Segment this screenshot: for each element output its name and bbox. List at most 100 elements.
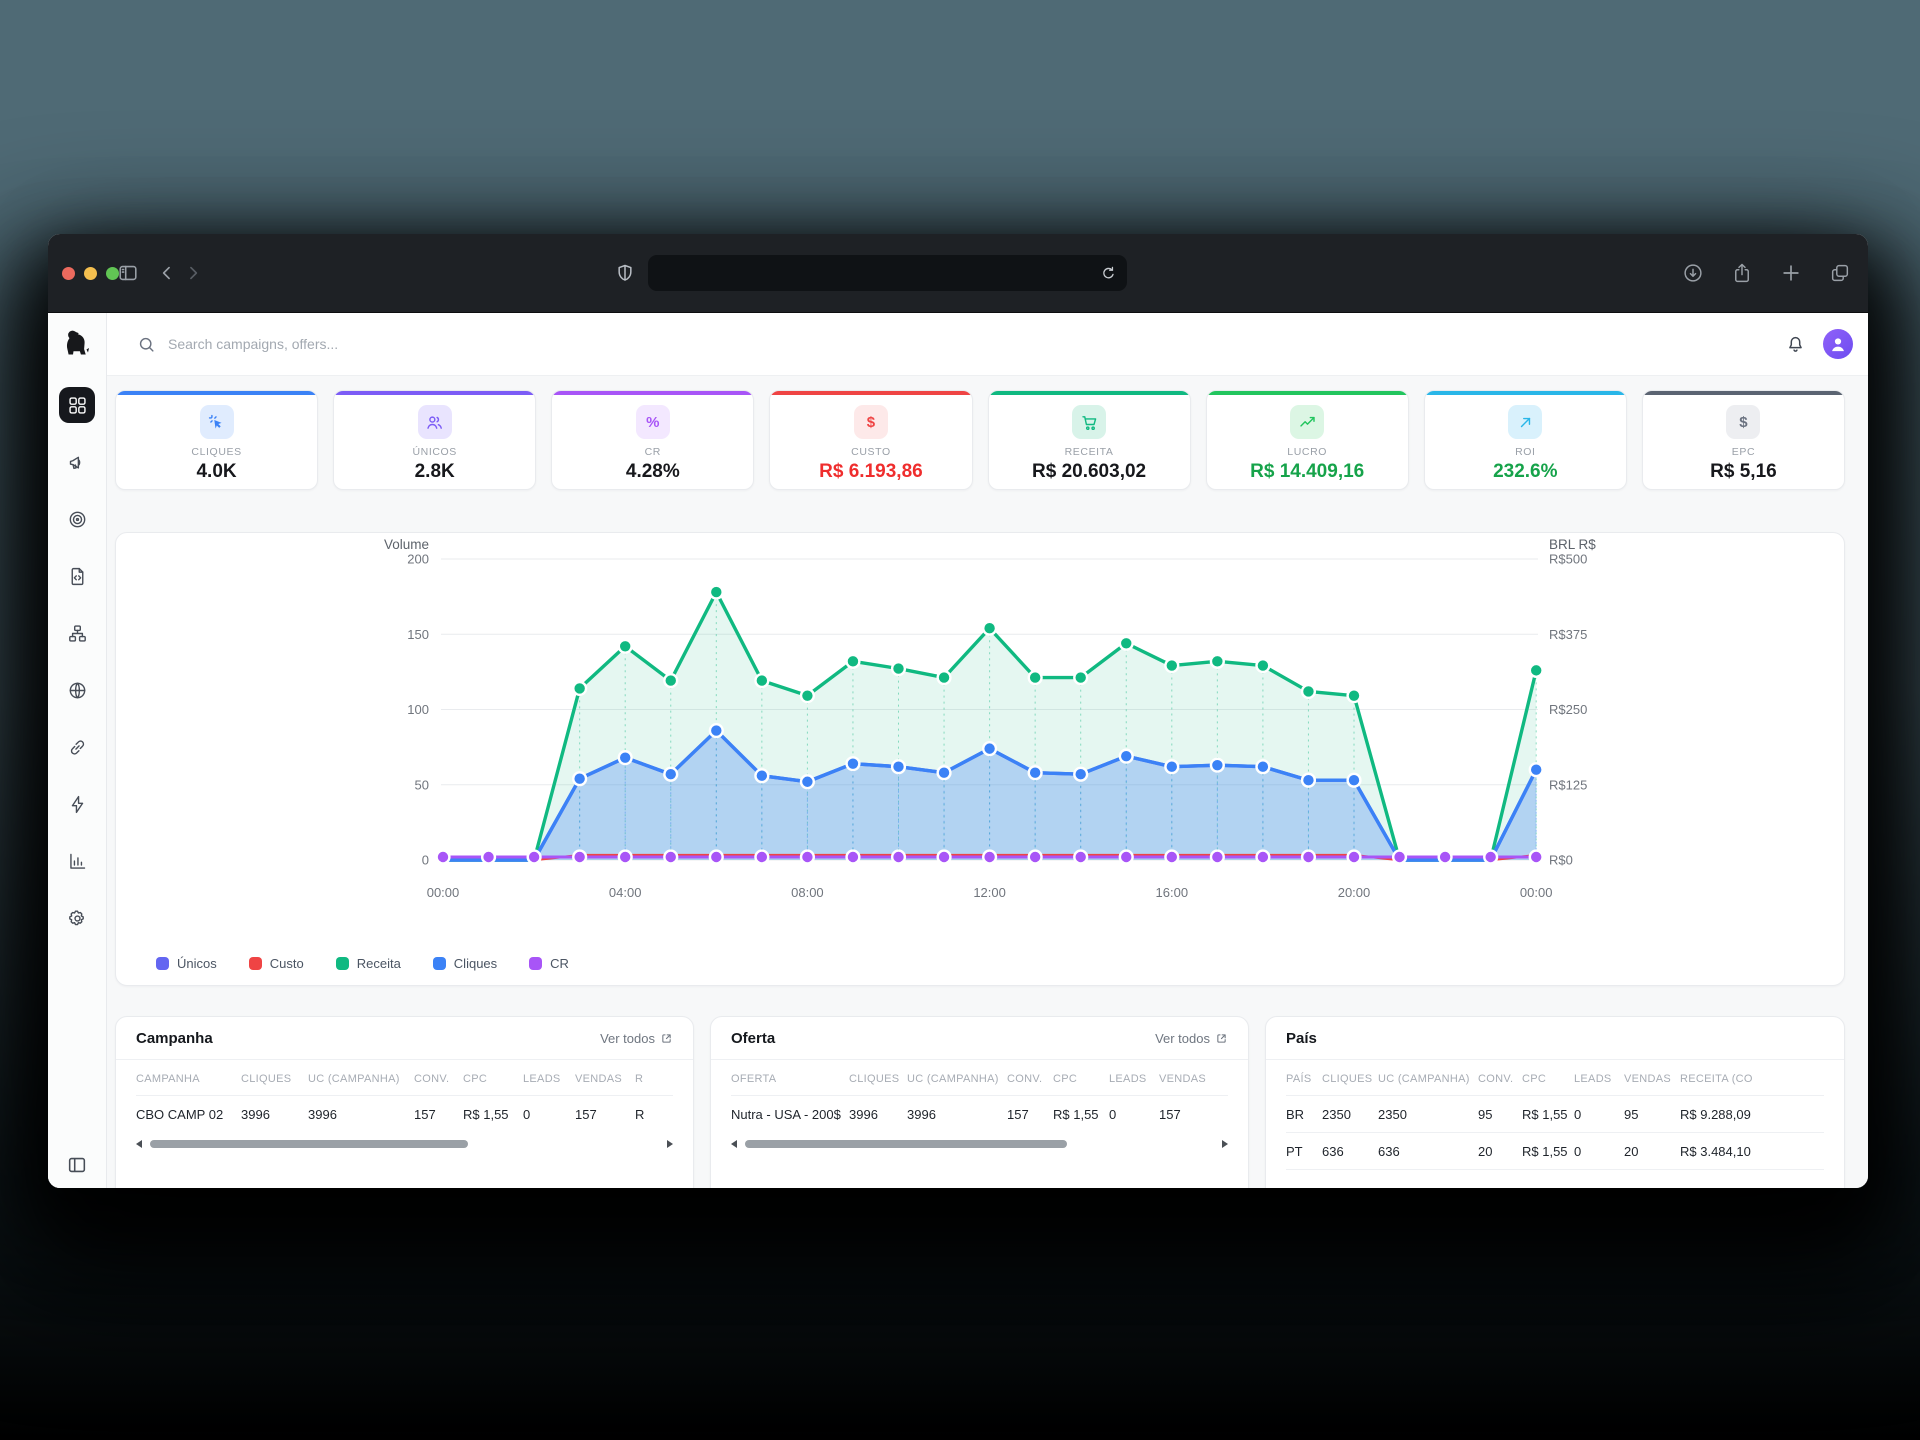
legend-swatch bbox=[156, 957, 169, 970]
column-header: RECEITA (CO bbox=[1680, 1060, 1824, 1096]
stat-value: R$ 20.603,02 bbox=[1032, 461, 1147, 482]
card-icon-chip: $ bbox=[1726, 405, 1761, 439]
sidebar-item-automation[interactable] bbox=[59, 786, 95, 822]
table-cell: R$ 9.288,09 bbox=[1680, 1095, 1824, 1133]
legend-swatch bbox=[529, 957, 543, 970]
stat-label: ROI bbox=[1515, 446, 1536, 458]
chart-point bbox=[1209, 757, 1225, 773]
card-accent-bar bbox=[1424, 391, 1626, 395]
new-tab-icon[interactable] bbox=[1779, 261, 1803, 285]
ver-todos-link[interactable]: Ver todos bbox=[1155, 1031, 1228, 1046]
scroll-right-icon[interactable] bbox=[1222, 1140, 1228, 1148]
sidebar-item-links[interactable] bbox=[59, 729, 95, 765]
ver-todos-link[interactable]: Ver todos bbox=[600, 1031, 673, 1046]
stat-value: 4.0K bbox=[196, 461, 237, 482]
scrollbar-track[interactable] bbox=[148, 1140, 661, 1148]
chart-point bbox=[936, 669, 952, 686]
reload-icon[interactable] bbox=[1100, 265, 1117, 282]
table-cell: 20 bbox=[1478, 1132, 1522, 1170]
svg-text:04:00: 04:00 bbox=[609, 885, 642, 900]
app-root: CLIQUES 4.0K ÚNICOS 2.8K% CR 4.28% $ CUSTO R$ 6.… bbox=[48, 313, 1868, 1188]
chart-point bbox=[617, 849, 633, 865]
svg-text:BRL R$: BRL R$ bbox=[1549, 537, 1596, 552]
sidebar-item-flows[interactable] bbox=[59, 615, 95, 651]
table-cell: R$ 1,55 bbox=[463, 1107, 509, 1122]
stat-label: CLIQUES bbox=[191, 446, 242, 458]
sidebar-item-campaigns[interactable] bbox=[59, 444, 95, 480]
sidebar-item-reports[interactable] bbox=[59, 843, 95, 879]
scrollbar-track[interactable] bbox=[743, 1140, 1216, 1148]
sidebar-item-offers[interactable] bbox=[59, 501, 95, 537]
close-window-button[interactable] bbox=[62, 266, 75, 280]
tab-overview-icon[interactable] bbox=[1828, 261, 1852, 285]
svg-text:50: 50 bbox=[415, 777, 429, 792]
column-header: LEADS bbox=[1574, 1060, 1624, 1096]
share-icon[interactable] bbox=[1730, 261, 1754, 285]
scrollbar-thumb[interactable] bbox=[745, 1140, 1067, 1148]
sidebar-item-domains[interactable] bbox=[59, 672, 95, 708]
users-icon bbox=[425, 413, 444, 432]
legend-item-cr[interactable]: CR bbox=[529, 956, 569, 971]
legend-item-únicos[interactable]: Únicos bbox=[156, 956, 217, 971]
table-title: País bbox=[1286, 1030, 1317, 1047]
legend-item-cliques[interactable]: Cliques bbox=[432, 956, 497, 971]
zoom-window-button[interactable] bbox=[106, 266, 119, 280]
bell-icon[interactable] bbox=[1785, 334, 1806, 355]
scroll-left-icon[interactable] bbox=[731, 1140, 737, 1148]
forward-icon[interactable] bbox=[181, 261, 205, 285]
chart-point bbox=[1164, 657, 1180, 674]
column-header: CONV. bbox=[414, 1060, 463, 1096]
legend-item-custo[interactable]: Custo bbox=[248, 956, 304, 971]
chart-point bbox=[799, 849, 816, 865]
horizontal-scrollbar[interactable] bbox=[731, 1139, 1228, 1149]
chart-point bbox=[1118, 635, 1134, 651]
chart-point bbox=[1483, 849, 1499, 865]
data-table: CAMPANHA CLIQUES UC (CAMPANHA) CONV. CPC LEAD… bbox=[136, 1060, 673, 1132]
traffic-lights bbox=[62, 234, 119, 312]
stat-label: ÚNICOS bbox=[412, 446, 457, 458]
download-icon[interactable] bbox=[1681, 261, 1705, 285]
shield-icon[interactable] bbox=[613, 261, 637, 285]
back-icon[interactable] bbox=[155, 261, 179, 285]
browser-sidebar-toggle-icon[interactable] bbox=[116, 261, 140, 285]
chart-point bbox=[1164, 759, 1180, 775]
url-bar[interactable] bbox=[648, 255, 1127, 291]
minimize-window-button[interactable] bbox=[84, 266, 97, 280]
chart-point bbox=[936, 849, 952, 865]
chart-point bbox=[1528, 762, 1544, 778]
chart-point bbox=[754, 849, 770, 865]
chart-point bbox=[845, 653, 861, 669]
stat-card-lucro: LUCRO R$ 14.409,16 bbox=[1205, 390, 1409, 490]
svg-text:12:00: 12:00 bbox=[973, 885, 1006, 900]
legend-item-receita[interactable]: Receita bbox=[335, 956, 401, 971]
avatar[interactable] bbox=[1823, 329, 1853, 359]
chart-point bbox=[435, 849, 451, 865]
table-cell: 3996 bbox=[308, 1107, 337, 1122]
chart-point bbox=[1391, 849, 1408, 865]
stat-value: 4.28% bbox=[625, 461, 680, 482]
chart-point bbox=[572, 680, 588, 697]
table-cell: BR bbox=[1286, 1095, 1322, 1133]
table-cell: 0 bbox=[1109, 1107, 1117, 1122]
horizontal-scrollbar[interactable] bbox=[136, 1139, 673, 1149]
chart-point bbox=[754, 673, 770, 689]
sidebar bbox=[48, 313, 107, 1188]
dog-logo-icon[interactable] bbox=[48, 327, 106, 363]
chart-point bbox=[1346, 688, 1362, 704]
scrollbar-thumb[interactable] bbox=[150, 1140, 469, 1148]
arrow-up-right-icon bbox=[1516, 413, 1535, 432]
stat-label: RECEITA bbox=[1064, 446, 1114, 458]
scroll-left-icon[interactable] bbox=[136, 1140, 142, 1148]
chart-point bbox=[663, 849, 679, 865]
sidebar-item-landing-pages[interactable] bbox=[59, 558, 95, 594]
sidebar-item-dashboard[interactable] bbox=[59, 387, 95, 423]
table-cell: 2350 bbox=[1322, 1095, 1378, 1133]
sidebar-item-settings[interactable] bbox=[59, 900, 95, 936]
column-header: LEADS bbox=[523, 1060, 575, 1096]
chart-point bbox=[890, 849, 907, 865]
table-cell: R bbox=[635, 1107, 645, 1122]
stat-value: R$ 14.409,16 bbox=[1250, 461, 1365, 482]
panel-toggle-icon[interactable] bbox=[48, 1154, 106, 1176]
search-input[interactable] bbox=[166, 335, 790, 353]
scroll-right-icon[interactable] bbox=[667, 1140, 673, 1148]
